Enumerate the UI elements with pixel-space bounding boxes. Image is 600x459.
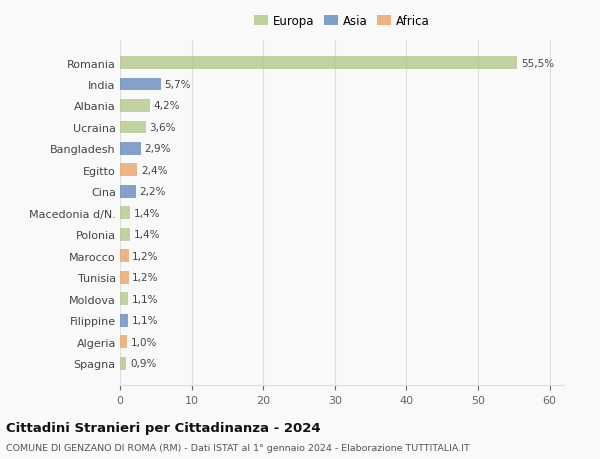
Bar [120,314,128,327]
Bar [120,143,141,156]
Text: 2,4%: 2,4% [141,166,167,175]
Text: 1,1%: 1,1% [131,316,158,325]
Text: 2,9%: 2,9% [145,144,171,154]
Text: 2,2%: 2,2% [139,187,166,197]
Text: Cittadini Stranieri per Cittadinanza - 2024: Cittadini Stranieri per Cittadinanza - 2… [6,421,320,434]
Text: 55,5%: 55,5% [521,58,554,68]
Bar [120,271,128,284]
Bar [120,207,130,220]
Text: 0,9%: 0,9% [130,358,157,369]
Text: 1,2%: 1,2% [132,273,158,283]
Bar [120,78,161,91]
Legend: Europa, Asia, Africa: Europa, Asia, Africa [252,13,432,30]
Bar [120,357,127,370]
Bar [120,229,130,241]
Text: 5,7%: 5,7% [164,80,191,90]
Text: 1,1%: 1,1% [131,294,158,304]
Text: 4,2%: 4,2% [154,101,180,111]
Bar [120,293,128,306]
Bar [120,164,137,177]
Text: 1,2%: 1,2% [132,252,158,261]
Bar [120,100,150,113]
Text: 1,4%: 1,4% [134,230,160,240]
Text: 3,6%: 3,6% [149,123,176,133]
Bar [120,336,127,348]
Text: 1,0%: 1,0% [131,337,157,347]
Bar [120,250,128,263]
Bar [120,57,517,70]
Text: 1,4%: 1,4% [134,208,160,218]
Bar [120,185,136,198]
Text: COMUNE DI GENZANO DI ROMA (RM) - Dati ISTAT al 1° gennaio 2024 - Elaborazione TU: COMUNE DI GENZANO DI ROMA (RM) - Dati IS… [6,443,470,452]
Bar [120,121,146,134]
